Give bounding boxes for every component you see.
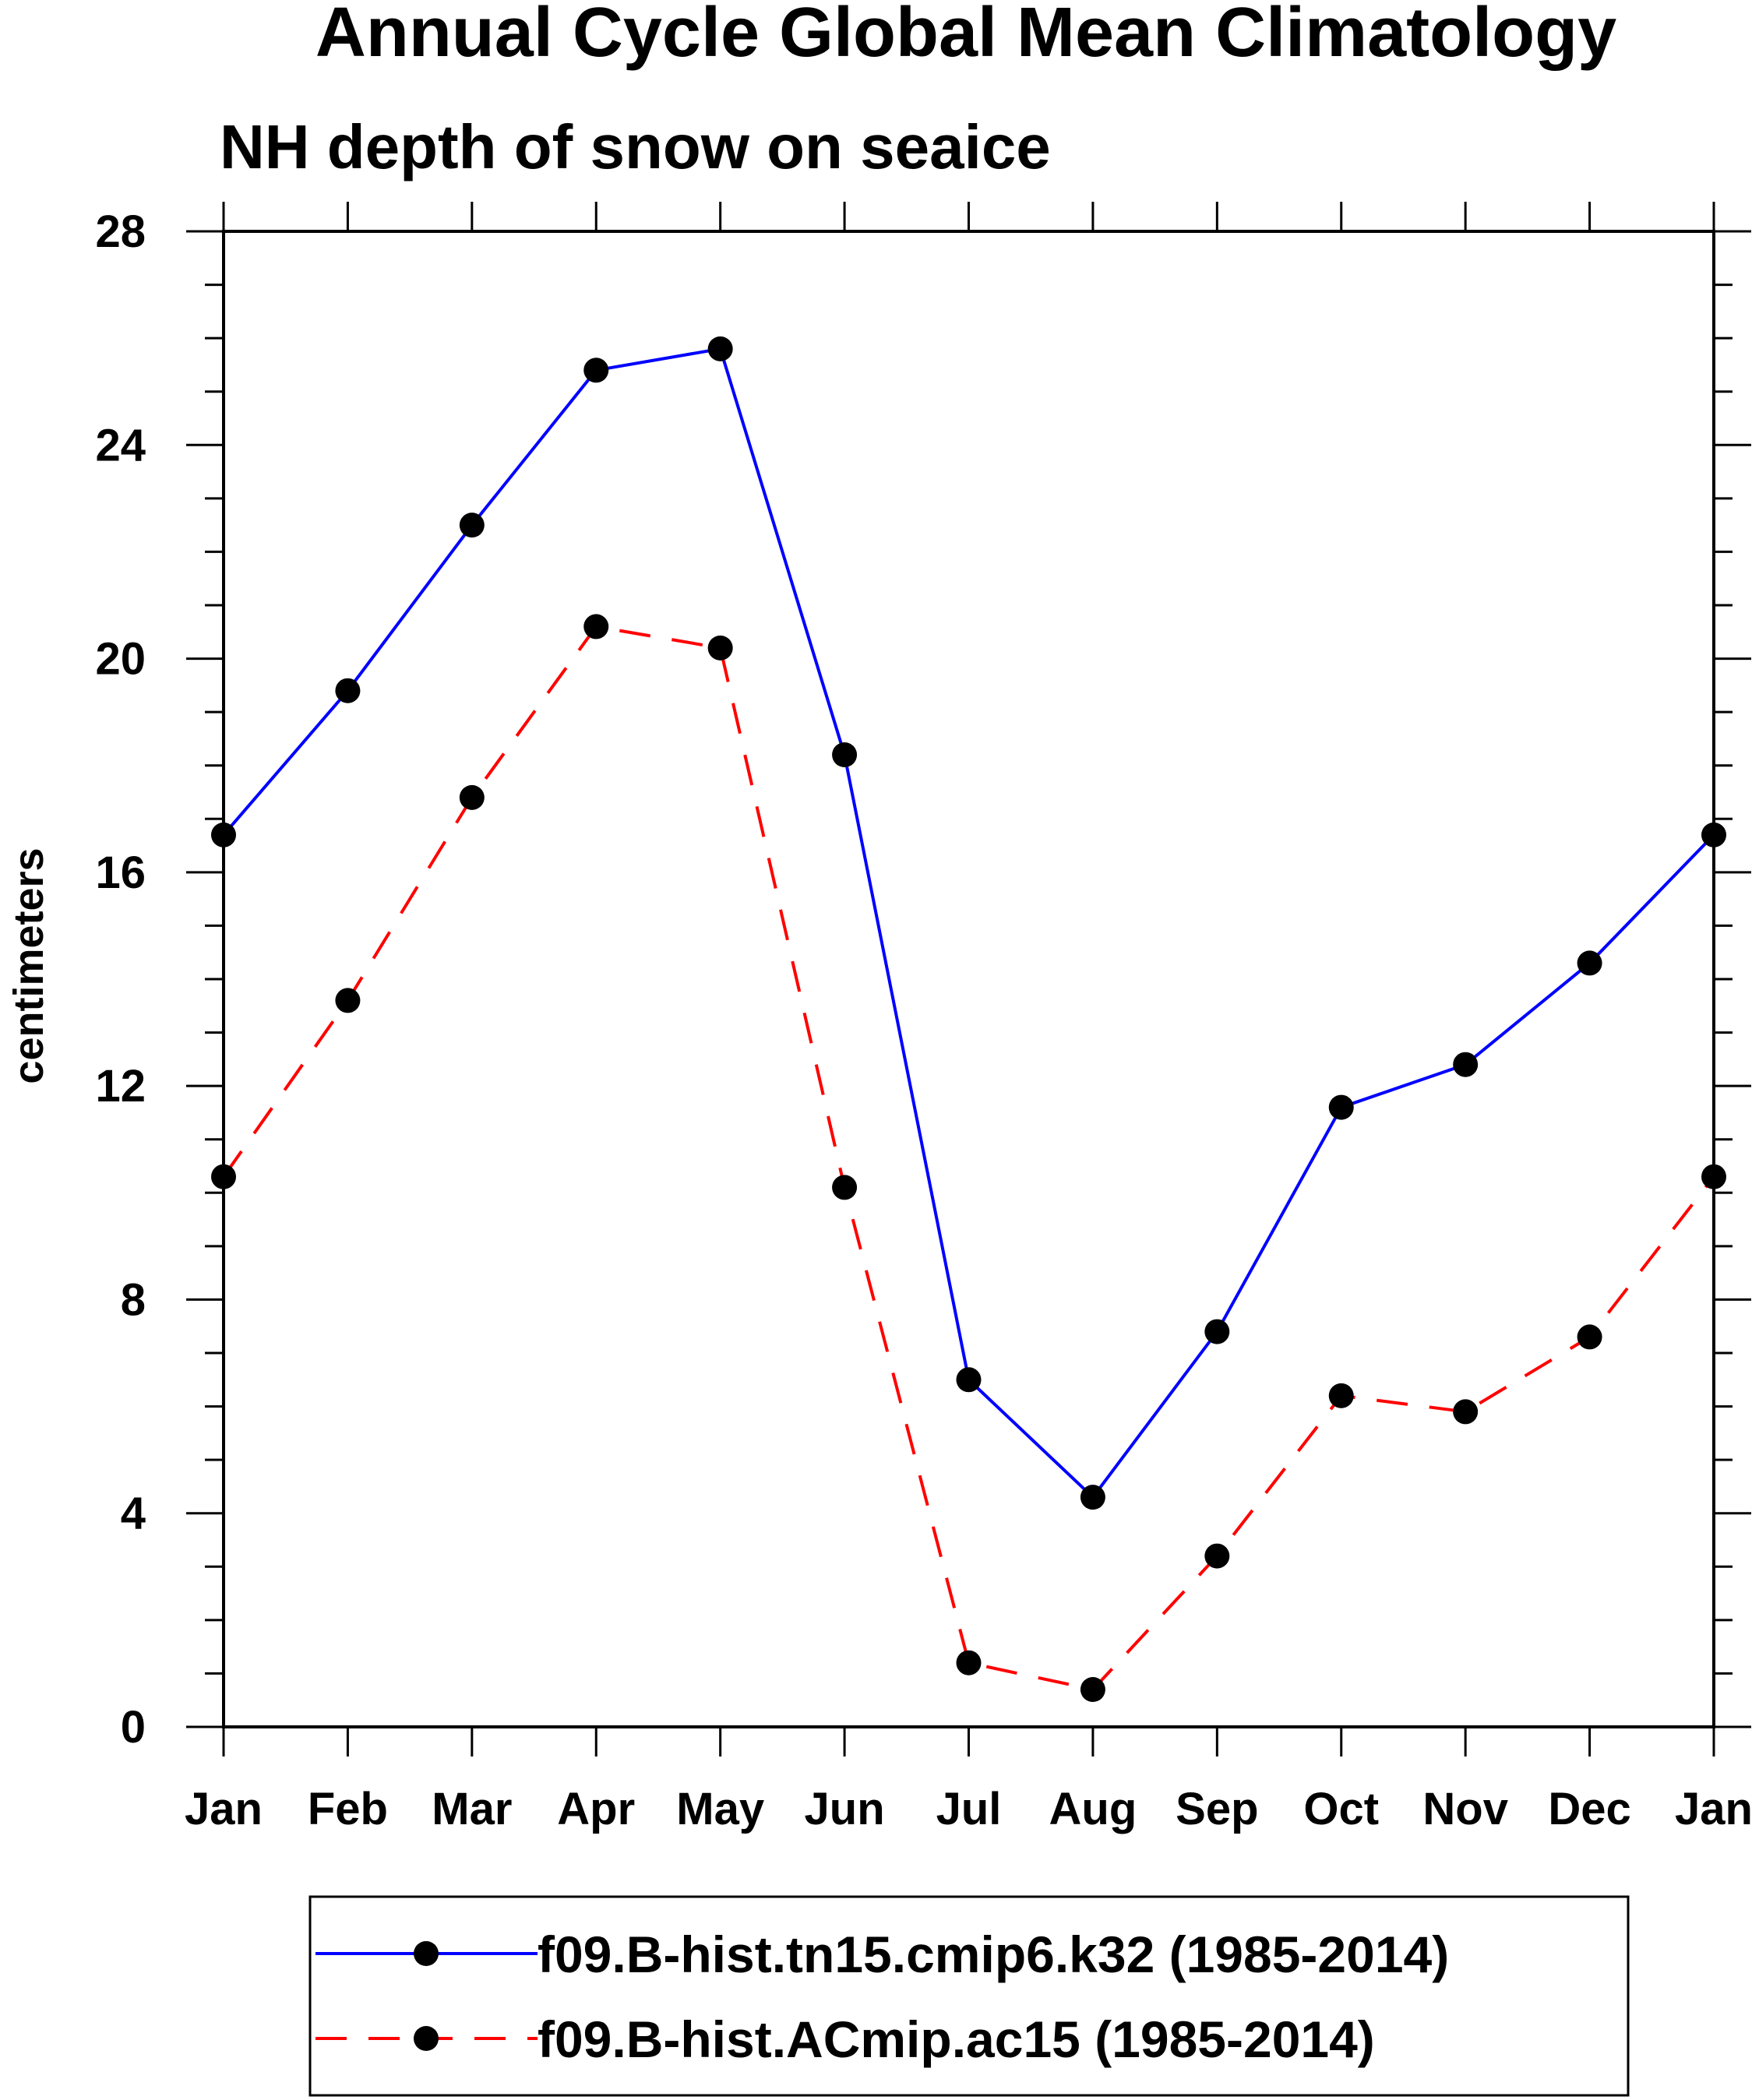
y-tick-labels: 0 4 8 12 16 20 24 28	[95, 206, 146, 1753]
plot-frame	[222, 230, 1715, 1728]
legend-marker-series-1	[414, 1941, 439, 1966]
series-1-point	[583, 358, 609, 383]
series-1-point	[1204, 1319, 1230, 1344]
series-1-point	[1701, 822, 1726, 847]
series-2-point	[1328, 1383, 1354, 1408]
x-tick-label: Aug	[1049, 1784, 1137, 1834]
series-1-point	[832, 742, 858, 767]
x-tick-label: May	[676, 1784, 764, 1834]
x-tick-label: Mar	[432, 1784, 512, 1834]
series-2-point	[335, 988, 361, 1013]
x-tick-label: Jul	[936, 1784, 1002, 1834]
y-axis-label: centimeters	[5, 847, 52, 1083]
y-tick-label: 4	[121, 1489, 146, 1539]
series-2-point	[956, 1650, 982, 1675]
series-1-point	[335, 678, 361, 703]
series-1-point	[1080, 1485, 1105, 1510]
x-tick-label: Sep	[1176, 1784, 1258, 1834]
series-line-1	[222, 347, 1715, 1499]
x-tick-label: Nov	[1422, 1784, 1508, 1834]
y-tick-label: 28	[95, 206, 146, 257]
x-tick-label: Jun	[805, 1784, 885, 1834]
legend-label-series-1: f09.B-hist.tn15.cmip6.k32 (1985-2014)	[538, 1926, 1449, 1983]
series-1-point	[211, 822, 236, 847]
series-2-point	[583, 614, 609, 640]
series-1-point	[1453, 1052, 1479, 1077]
x-tick-label: Dec	[1548, 1784, 1630, 1834]
series-2-point	[1453, 1399, 1479, 1425]
y-tick-label: 12	[95, 1061, 146, 1112]
series-1-point	[707, 336, 733, 361]
legend-box	[308, 1895, 1630, 2097]
x-tick-label: Oct	[1303, 1784, 1379, 1834]
series-line-2	[222, 625, 1715, 1691]
chart-subtitle: NH depth of snow on seaice	[220, 112, 1051, 181]
x-tick-label: Apr	[557, 1784, 635, 1834]
y-tick-label: 16	[95, 847, 146, 898]
legend-marker-series-2	[414, 2026, 439, 2051]
y-tick-label: 0	[121, 1702, 146, 1753]
series-group	[211, 336, 1726, 1702]
series-2-point	[832, 1175, 858, 1200]
series-1-point	[459, 513, 485, 538]
series-2-point	[1577, 1324, 1602, 1350]
x-tick-label: Feb	[308, 1784, 388, 1834]
series-2-point	[1080, 1677, 1105, 1702]
series-2-point	[1204, 1543, 1230, 1569]
series-2-point	[211, 1164, 236, 1189]
y-tick-label: 8	[121, 1274, 146, 1325]
x-tick-label: Jan	[1675, 1784, 1753, 1834]
series-2-point	[707, 635, 733, 661]
series-1-point	[1577, 950, 1602, 976]
series-2-point	[459, 784, 485, 810]
y-tick-label: 24	[95, 420, 146, 470]
x-tick-labels: Jan Feb Mar Apr May Jun Jul Aug Sep Oct Nov Dec Jan	[185, 1784, 1753, 1834]
x-tick-label: Jan	[185, 1784, 263, 1834]
series-1-point	[1328, 1094, 1354, 1120]
y-tick-label: 20	[95, 634, 146, 685]
legend-label-series-2: f09.B-hist.ACmip.ac15 (1985-2014)	[538, 2010, 1375, 2068]
chart-title: Annual Cycle Global Mean Climatology	[315, 0, 1616, 72]
axis-ticks	[186, 202, 1751, 1756]
series-1-point	[956, 1367, 982, 1393]
series-2-point	[1701, 1164, 1726, 1189]
legend: f09.B-hist.tn15.cmip6.k32 (1985-2014) f0…	[308, 1895, 1630, 2097]
